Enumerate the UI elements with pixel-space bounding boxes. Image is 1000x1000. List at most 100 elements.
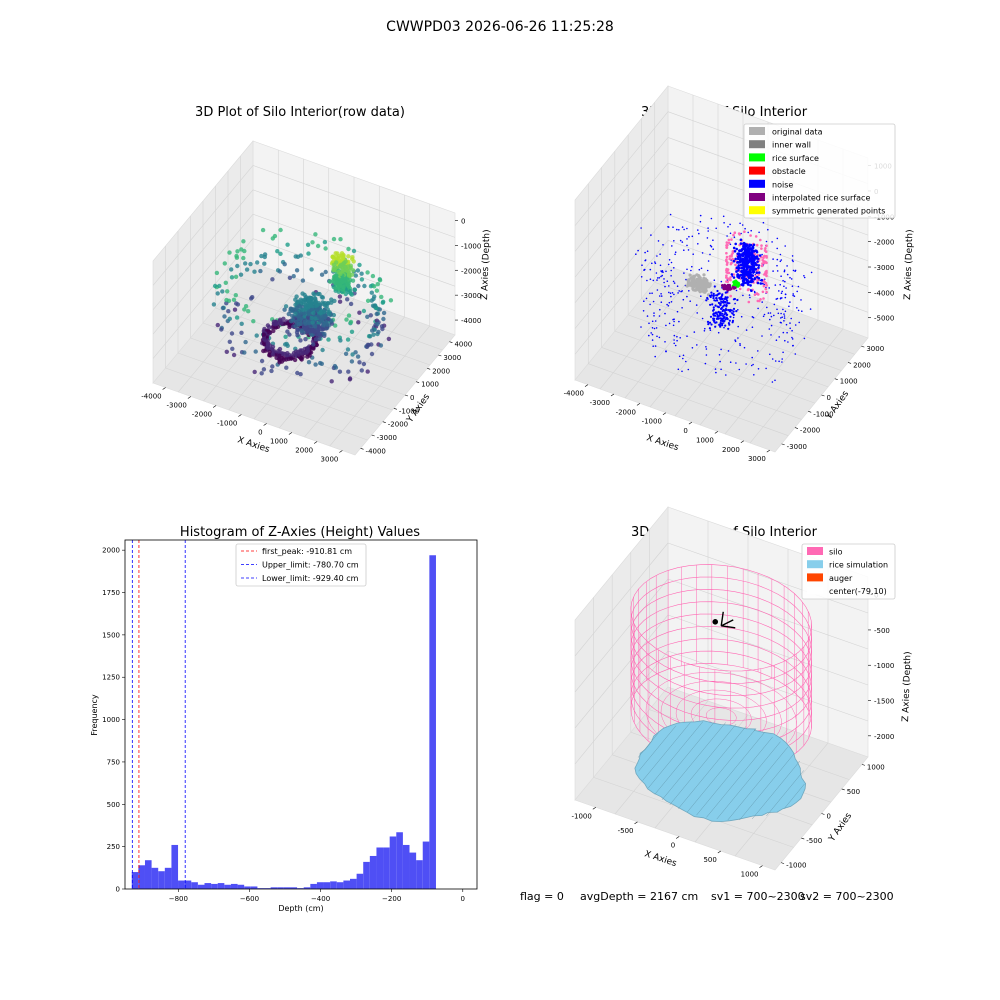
noise-point: [735, 247, 738, 251]
raw-data-point: [365, 298, 371, 303]
raw-data-point: [243, 304, 249, 309]
noise-point: [673, 267, 675, 269]
noise-point: [768, 287, 770, 289]
raw-data-point: [310, 320, 315, 325]
noise-point: [716, 299, 719, 302]
original-data-point: [692, 276, 696, 281]
noise-point: [779, 283, 781, 286]
noise-point: [729, 310, 732, 313]
histogram-bar: [310, 883, 317, 889]
noise-point: [646, 250, 649, 252]
raw-data-point: [272, 233, 278, 239]
noise-point: [728, 323, 731, 326]
noise-point: [715, 317, 719, 320]
noise-point: [644, 251, 646, 254]
noise-point: [791, 336, 793, 339]
noise-point: [655, 327, 658, 329]
legend-swatch: [807, 586, 823, 595]
noise-point: [668, 259, 671, 261]
noise-point: [653, 315, 655, 317]
noise-point: [729, 361, 732, 364]
noise-point: [722, 319, 725, 322]
histogram-bar: [350, 878, 357, 889]
noise-point: [709, 329, 712, 332]
raw-plot-y-tick: 0: [410, 394, 414, 402]
histogram-bar: [151, 867, 159, 889]
noise-point: [750, 260, 753, 264]
noise-point: [785, 287, 787, 289]
noise-point: [810, 271, 813, 274]
inner-wall-point: [761, 290, 765, 294]
noise-point: [711, 303, 714, 306]
noise-point: [757, 266, 760, 270]
raw-data-point: [224, 297, 229, 303]
inner-wall-point: [761, 258, 764, 262]
noise-point: [673, 240, 675, 242]
noise-point: [720, 280, 723, 283]
raw-data-point: [350, 255, 355, 260]
histogram-y-tick: 1250: [102, 674, 120, 682]
raw-data-point: [270, 351, 276, 357]
noise-point: [780, 275, 782, 278]
histogram-y-tick: 1750: [102, 589, 120, 597]
noise-point: [698, 268, 701, 271]
noise-point: [777, 312, 780, 315]
noise-point: [707, 227, 709, 229]
noise-point: [792, 260, 794, 263]
noise-point: [753, 290, 756, 293]
noise-point: [781, 358, 783, 360]
noise-point: [690, 269, 692, 272]
legend-swatch: [807, 560, 823, 569]
noise-point: [757, 350, 759, 352]
noise-point: [662, 271, 664, 274]
noise-point: [725, 374, 727, 376]
raw-data-point: [316, 328, 321, 333]
noise-point: [794, 324, 797, 326]
simulation-plot-y-tick: 500: [847, 788, 860, 796]
noise-point: [656, 279, 658, 281]
classify-plot-y-tick: 0: [827, 394, 831, 402]
raw-data-point: [270, 364, 275, 369]
noise-point: [709, 244, 712, 247]
raw-data-point: [345, 337, 351, 342]
noise-point: [780, 317, 782, 319]
noise-point: [738, 260, 742, 264]
noise-point: [649, 268, 652, 271]
noise-point: [637, 249, 639, 252]
raw-data-point: [284, 365, 289, 370]
noise-point: [759, 282, 763, 285]
noise-point: [688, 290, 690, 292]
histogram-bar: [429, 555, 436, 889]
noise-point: [720, 368, 722, 371]
noise-point: [753, 374, 755, 376]
raw-data-point: [241, 239, 246, 244]
noise-point: [669, 292, 672, 295]
noise-point: [771, 241, 773, 243]
noise-point: [640, 326, 642, 328]
noise-point: [664, 285, 666, 288]
histogram-bar: [336, 882, 344, 889]
noise-point: [732, 316, 735, 319]
raw-data-point: [294, 268, 300, 273]
raw-plot-z-tick: -1000: [461, 242, 481, 250]
noise-point: [782, 308, 784, 311]
noise-point: [688, 235, 690, 238]
raw-data-point: [313, 232, 318, 237]
raw-data-point: [320, 326, 325, 332]
raw-plot-x-tick: -3000: [167, 402, 187, 410]
noise-point: [739, 253, 742, 256]
noise-point: [678, 320, 680, 323]
noise-point: [761, 253, 763, 256]
noise-point: [791, 338, 794, 340]
inner-wall-point: [738, 233, 741, 236]
noise-point: [678, 229, 680, 231]
noise-point: [785, 323, 788, 326]
raw-plot-z-tick: -2000: [461, 267, 481, 275]
inner-wall-point: [765, 256, 768, 259]
raw-data-point: [370, 328, 375, 333]
noise-point: [659, 264, 662, 267]
histogram-y-label: Frequency: [90, 694, 99, 736]
histogram-bar: [277, 887, 284, 889]
noise-point: [739, 344, 741, 347]
inner-wall-point: [754, 235, 758, 238]
